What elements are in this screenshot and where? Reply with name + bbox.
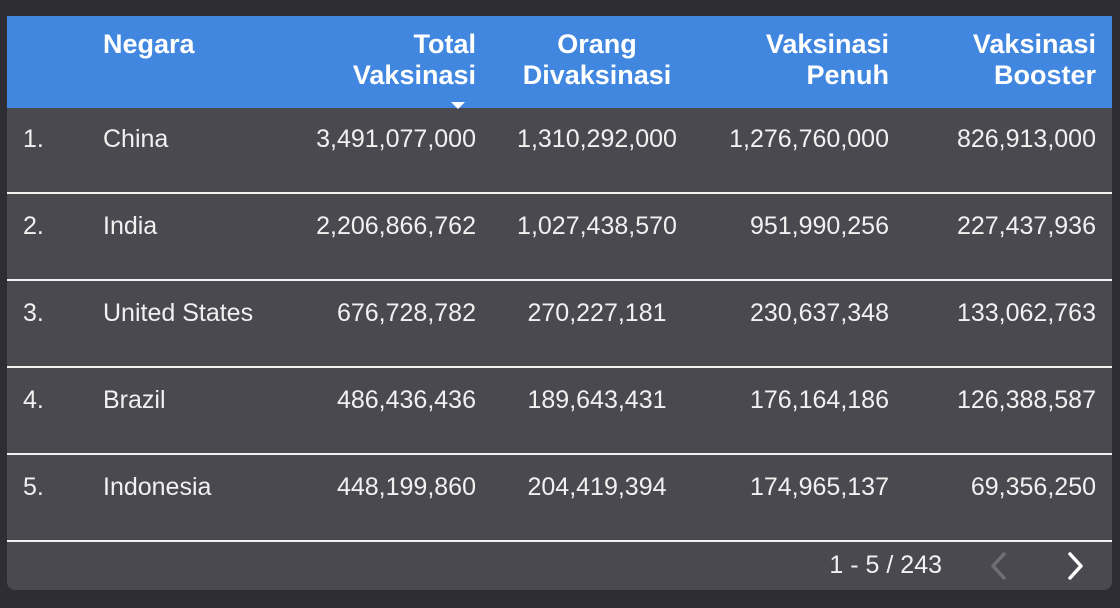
- cell-people-vaccinated: 1,310,292,000: [517, 125, 677, 153]
- column-header-total-vaccinations[interactable]: Total Vaksinasi: [352, 29, 476, 90]
- cell-total-vaccinations: 676,728,782: [336, 299, 476, 327]
- cell-country: China: [103, 125, 169, 153]
- pagination-bar: 1 - 5 / 243: [7, 540, 1112, 590]
- row-divider: [7, 366, 1112, 368]
- column-header-booster[interactable]: Vaksinasi Booster: [972, 29, 1096, 90]
- column-header-people-vaccinated[interactable]: Orang Divaksinasi: [522, 29, 672, 90]
- cell-total-vaccinations: 2,206,866,762: [316, 212, 476, 240]
- cell-fully-vaccinated: 951,990,256: [749, 212, 889, 240]
- cell-country: Brazil: [103, 386, 166, 414]
- cell-people-vaccinated: 1,027,438,570: [517, 212, 677, 240]
- cell-fully-vaccinated: 1,276,760,000: [729, 125, 889, 153]
- chevron-left-icon: [991, 552, 1006, 580]
- table-row[interactable]: 2. India 2,206,866,762 1,027,438,570 951,990…: [7, 195, 1112, 281]
- table-row[interactable]: 1. China 3,491,077,000 1,310,292,000 1,276,7…: [7, 108, 1112, 194]
- row-divider: [7, 540, 1112, 542]
- table-row[interactable]: 3. United States 676,728,782 270,227,181 230…: [7, 282, 1112, 368]
- row-divider: [7, 279, 1112, 281]
- cell-fully-vaccinated: 230,637,348: [749, 299, 889, 327]
- column-header-fully-vaccinated[interactable]: Vaksinasi Penuh: [765, 29, 889, 90]
- cell-country: Indonesia: [103, 473, 212, 501]
- cell-rank: 3.: [23, 299, 44, 327]
- row-divider: [7, 192, 1112, 194]
- chevron-right-icon: [1068, 552, 1083, 580]
- cell-booster: 133,062,763: [956, 299, 1096, 327]
- cell-rank: 2.: [23, 212, 44, 240]
- table-header: Negara Total Vaksinasi Orang Divaksinasi…: [7, 16, 1112, 109]
- cell-fully-vaccinated: 174,965,137: [749, 473, 889, 501]
- cell-rank: 4.: [23, 386, 44, 414]
- sort-descending-icon: [451, 102, 465, 109]
- cell-people-vaccinated: 189,643,431: [527, 386, 667, 414]
- cell-booster: 69,356,250: [970, 473, 1096, 501]
- previous-page-button[interactable]: [984, 550, 1014, 582]
- table-row[interactable]: 4. Brazil 486,436,436 189,643,431 176,164,18…: [7, 369, 1112, 455]
- cell-booster: 126,388,587: [956, 386, 1096, 414]
- row-divider: [7, 453, 1112, 455]
- cell-booster: 227,437,936: [956, 212, 1096, 240]
- cell-country: India: [103, 212, 158, 240]
- cell-total-vaccinations: 3,491,077,000: [316, 125, 476, 153]
- data-table-card: Negara Total Vaksinasi Orang Divaksinasi…: [7, 16, 1112, 590]
- cell-total-vaccinations: 486,436,436: [336, 386, 476, 414]
- pagination-range: 1 - 5 / 243: [829, 551, 942, 579]
- cell-people-vaccinated: 204,419,394: [527, 473, 667, 501]
- next-page-button[interactable]: [1060, 550, 1090, 582]
- table-row[interactable]: 5. Indonesia 448,199,860 204,419,394 174,965…: [7, 456, 1112, 542]
- cell-country: United States: [103, 299, 254, 327]
- cell-rank: 1.: [23, 125, 44, 153]
- column-header-country[interactable]: Negara: [103, 29, 195, 59]
- cell-rank: 5.: [23, 473, 44, 501]
- cell-people-vaccinated: 270,227,181: [527, 299, 667, 327]
- cell-fully-vaccinated: 176,164,186: [749, 386, 889, 414]
- cell-total-vaccinations: 448,199,860: [336, 473, 476, 501]
- cell-booster: 826,913,000: [956, 125, 1096, 153]
